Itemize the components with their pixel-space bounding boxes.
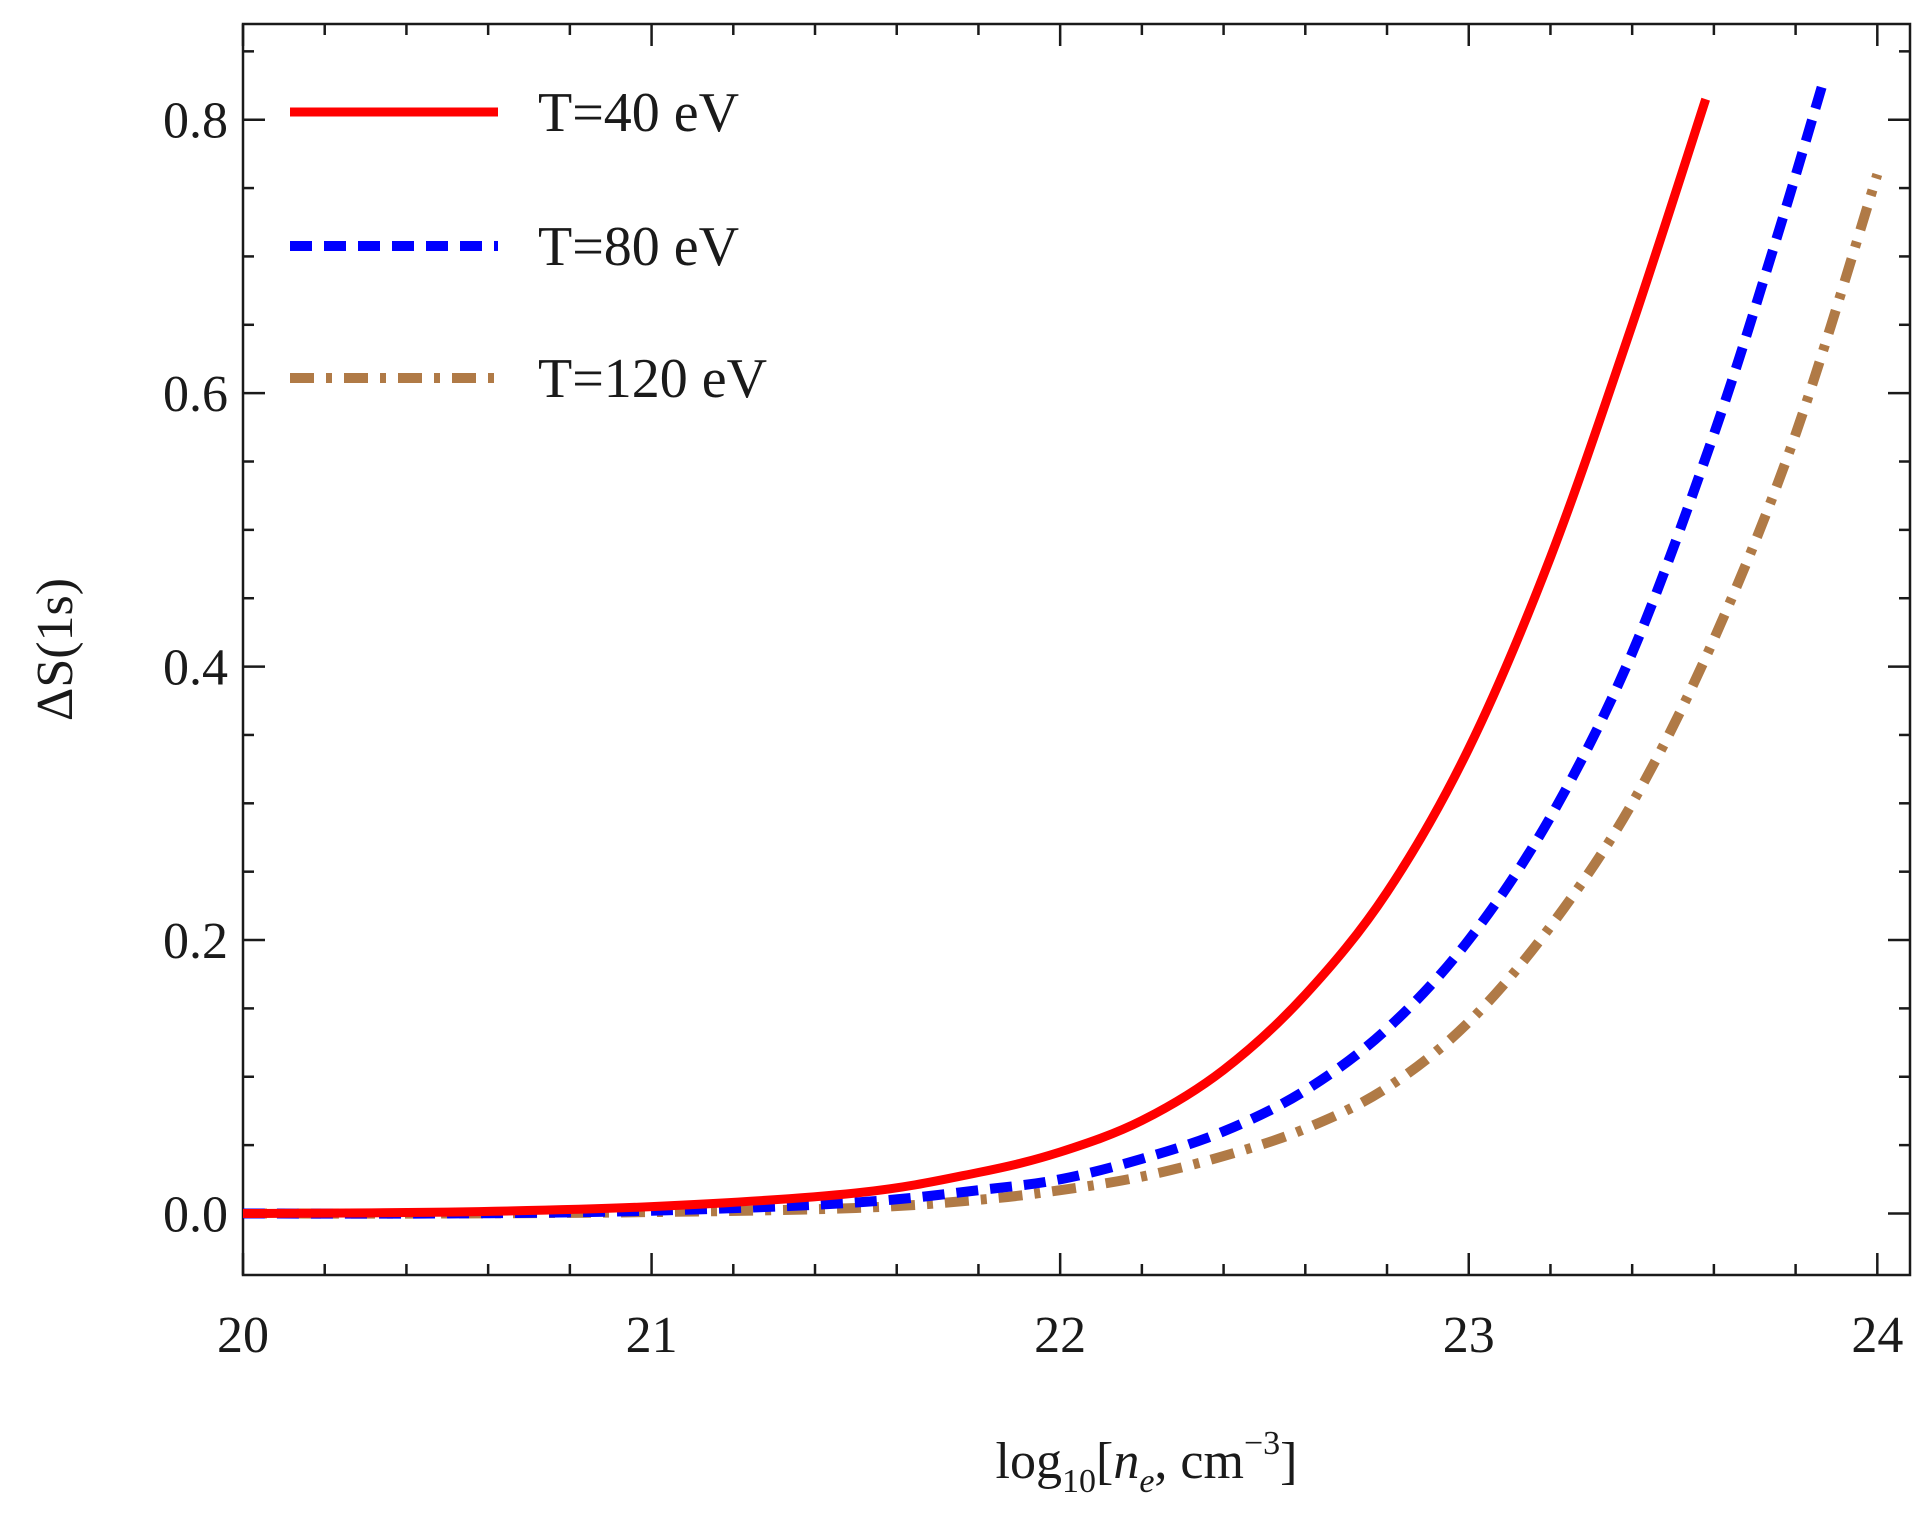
series-line-t-40-ev — [242, 97, 1710, 1218]
plot-frame — [241, 22, 1912, 1277]
x-label-prefix: log — [996, 1433, 1062, 1490]
series-line-t-120-ev — [242, 172, 1883, 1219]
y-tick-label: 0.6 — [163, 366, 228, 423]
x-label-sub: 10 — [1062, 1463, 1096, 1500]
y-tick-label: 0.0 — [163, 1186, 228, 1243]
y-tick-label: 0.4 — [163, 640, 228, 697]
x-label-mid: , cm — [1154, 1433, 1244, 1490]
x-label-close: ] — [1280, 1433, 1297, 1490]
x-axis-label: log10[ne, cm−3] — [996, 1425, 1298, 1500]
x-tick-label: 24 — [1851, 1307, 1903, 1364]
series-line-t-80-ev — [242, 77, 1829, 1219]
x-tick-label: 22 — [1034, 1307, 1086, 1364]
legend-label: T=120 eV — [538, 348, 767, 410]
x-label-var-sub: e — [1139, 1463, 1154, 1500]
y-tick-label: 0.2 — [163, 913, 228, 970]
x-label-var: n — [1113, 1433, 1139, 1490]
x-label-open: [ — [1096, 1433, 1113, 1490]
legend-label: T=40 eV — [538, 82, 739, 144]
legend: T=40 eV T=80 eV T=120 eV — [290, 82, 767, 410]
x-tick-label: 20 — [217, 1307, 269, 1364]
x-tick-labels: 20 21 22 23 24 — [217, 1307, 1903, 1364]
series-lines — [242, 77, 1883, 1219]
legend-label: T=80 eV — [538, 216, 739, 278]
x-tick-label: 23 — [1443, 1307, 1495, 1364]
x-label-sup: −3 — [1244, 1425, 1280, 1462]
y-tick-labels: 0.0 0.2 0.4 0.6 0.8 — [163, 93, 228, 1244]
y-tick-label: 0.8 — [163, 93, 228, 150]
x-tick-label: 21 — [626, 1307, 678, 1364]
minor-ticks — [243, 24, 1910, 1275]
y-axis-label: ΔS(1s) — [27, 578, 84, 721]
